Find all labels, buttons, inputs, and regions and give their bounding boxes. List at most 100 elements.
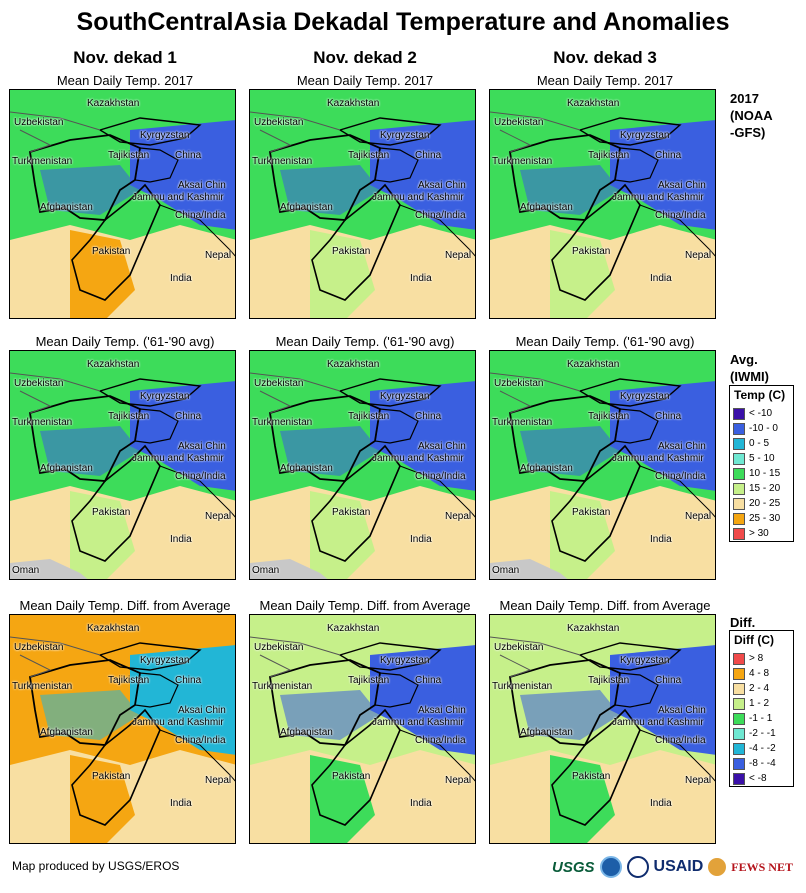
- country-label-turkmenistan: Turkmenistan: [12, 156, 73, 167]
- map-subtitle: Mean Daily Temp. Diff. from Average: [499, 598, 711, 613]
- legend-row: 4 - 8: [730, 666, 793, 681]
- country-label-afghanistan: Afghanistan: [40, 463, 93, 474]
- country-label-afghanistan: Afghanistan: [520, 463, 573, 474]
- pakistan-border: [551, 183, 641, 301]
- temp-legend: Temp (C) < -10 -10 - 0 0 - 5 5 - 10 10 - 15 1…: [729, 385, 794, 542]
- map-2017-dekad-2: Kazakhstan Uzbekistan Kyrgyzstan Turkmenist…: [249, 89, 476, 319]
- central-asia-border: [490, 372, 581, 392]
- country-label-kazakhstan: Kazakhstan: [327, 98, 380, 109]
- afghanistan-border: [28, 659, 141, 746]
- legend-swatch: [733, 712, 745, 725]
- sea-fill: [10, 559, 88, 579]
- turkmenistan-border: [499, 129, 532, 153]
- country-label-aksai-chin: Aksai Chin: [418, 705, 466, 716]
- country-label-kazakhstan: Kazakhstan: [567, 623, 620, 634]
- country-label-china-india: China/India: [415, 735, 466, 746]
- legend-swatch: [733, 452, 745, 465]
- country-label-aksai-chin: Aksai Chin: [418, 180, 466, 191]
- legend-label: -4 - -2: [749, 743, 776, 754]
- diff-legend-title: Diff (C): [734, 633, 774, 647]
- country-label-kyrgyzstan: Kyrgyzstan: [620, 130, 670, 141]
- diff-legend: Diff (C) > 8 4 - 8 2 - 4 1 - 2 -1 - 1 -2 - -1…: [729, 630, 794, 787]
- indus-region-fill: [550, 230, 615, 318]
- country-label-china: China: [655, 150, 682, 161]
- india-border: [639, 729, 715, 782]
- legend-row: < -10: [730, 406, 793, 421]
- afghanistan-border: [268, 659, 381, 746]
- legend-row: -2 - -1: [730, 726, 793, 741]
- legend-label: -2 - -1: [749, 728, 776, 739]
- country-label-aksai-chin: Aksai Chin: [178, 441, 226, 452]
- country-label-tajikistan: Tajikistan: [348, 675, 390, 686]
- country-label-pakistan: Pakistan: [572, 771, 611, 782]
- country-label-nepal: Nepal: [445, 250, 472, 261]
- sea-fill: [490, 559, 568, 579]
- country-label-pakistan: Pakistan: [92, 771, 131, 782]
- afghanistan-border: [508, 134, 621, 221]
- country-label-nepal: Nepal: [205, 511, 232, 522]
- hindu-kush-region-fill: [280, 165, 380, 215]
- pakistan-border: [311, 183, 401, 301]
- country-label-jammu-kashmir: Jammu and Kashmir: [132, 192, 224, 203]
- country-label-uzbekistan: Uzbekistan: [494, 117, 544, 128]
- logo-strip: USGS USAID FEWS NET: [552, 856, 793, 878]
- country-label-oman: Oman: [12, 565, 40, 576]
- turkmenistan-border: [19, 390, 52, 414]
- country-label-uzbekistan: Uzbekistan: [254, 117, 304, 128]
- country-label-china: China: [415, 675, 442, 686]
- country-label-kazakhstan: Kazakhstan: [87, 359, 140, 370]
- hindu-kush-region-fill: [280, 690, 380, 740]
- country-label-china-india: China/India: [415, 471, 466, 482]
- legend-row: > 8: [730, 651, 793, 666]
- country-label-jammu-kashmir: Jammu and Kashmir: [132, 453, 224, 464]
- pakistan-border: [71, 444, 161, 562]
- kashmir-border: [614, 408, 659, 444]
- map-subtitle: Mean Daily Temp. ('61-'90 avg): [515, 334, 695, 349]
- country-label-kyrgyzstan: Kyrgyzstan: [380, 130, 430, 141]
- central-asia-border: [250, 111, 341, 131]
- country-label-tajikistan: Tajikistan: [348, 411, 390, 422]
- turkmenistan-border: [19, 129, 52, 153]
- credit-text: Map produced by USGS/EROS: [12, 859, 180, 873]
- legend-row: > 30: [730, 526, 793, 541]
- country-label-jammu-kashmir: Jammu and Kashmir: [612, 717, 704, 728]
- country-label-aksai-chin: Aksai Chin: [658, 705, 706, 716]
- hindu-kush-region-fill: [40, 690, 140, 740]
- country-label-uzbekistan: Uzbekistan: [254, 378, 304, 389]
- country-label-nepal: Nepal: [685, 775, 712, 786]
- map-subtitle: Mean Daily Temp. Diff. from Average: [19, 598, 231, 613]
- legend-label: -1 - 1: [749, 713, 773, 724]
- country-label-nepal: Nepal: [685, 511, 712, 522]
- country-label-turkmenistan: Turkmenistan: [492, 156, 553, 167]
- country-label-afghanistan: Afghanistan: [280, 727, 333, 738]
- kyrgyzstan-border: [98, 378, 202, 407]
- map-avg-dekad-1: Kazakhstan Uzbekistan Kyrgyzstan Turkmenist…: [9, 350, 236, 580]
- country-label-turkmenistan: Turkmenistan: [12, 681, 73, 692]
- country-label-china-india: China/India: [175, 735, 226, 746]
- turkmenistan-border: [499, 654, 532, 678]
- afghanistan-border: [268, 395, 381, 482]
- turkmenistan-border: [259, 129, 292, 153]
- legend-label: 15 - 20: [749, 483, 781, 494]
- country-label-china-india: China/India: [655, 735, 706, 746]
- afghanistan-border: [508, 395, 621, 482]
- turkmenistan-border: [19, 654, 52, 678]
- country-label-pakistan: Pakistan: [332, 507, 371, 518]
- legend-swatch: [733, 527, 745, 540]
- legend-label: 25 - 30: [749, 513, 781, 524]
- country-label-pakistan: Pakistan: [332, 771, 371, 782]
- country-label-india: India: [170, 273, 192, 284]
- country-label-jammu-kashmir: Jammu and Kashmir: [132, 717, 224, 728]
- afghanistan-border: [28, 134, 141, 221]
- map-subtitle: Mean Daily Temp. 2017: [296, 73, 434, 88]
- legend-label: 0 - 5: [749, 438, 770, 449]
- legend-swatch: [733, 742, 745, 755]
- kashmir-border: [374, 672, 419, 708]
- country-label-aksai-chin: Aksai Chin: [178, 705, 226, 716]
- legend-row: -1 - 1: [730, 711, 793, 726]
- country-label-india: India: [650, 798, 672, 809]
- country-label-tajikistan: Tajikistan: [108, 675, 150, 686]
- highland-region-fill: [370, 645, 475, 755]
- legend-swatch: [733, 667, 745, 680]
- kyrgyzstan-border: [578, 117, 682, 146]
